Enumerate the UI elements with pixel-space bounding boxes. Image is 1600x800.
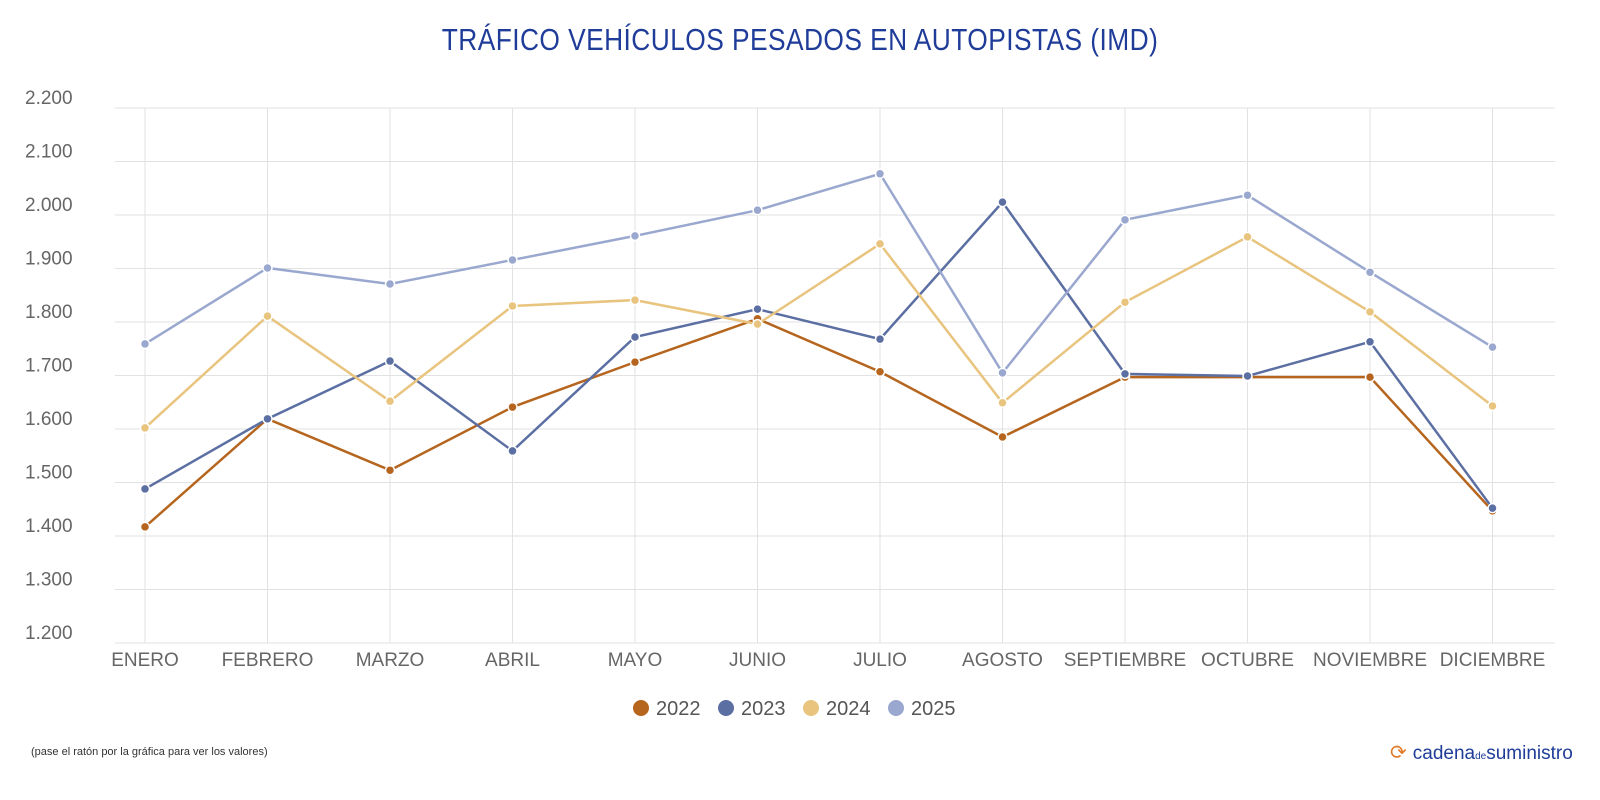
x-tick-label: ABRIL	[485, 650, 540, 671]
y-tick-label: 1.900	[25, 249, 73, 270]
legend-marker-2024[interactable]	[803, 700, 819, 716]
y-tick-label: 1.600	[25, 409, 73, 430]
data-point-2023[interactable]	[1364, 336, 1376, 348]
series-line-2023	[144, 200, 1494, 509]
data-point-2025[interactable]	[1487, 341, 1498, 353]
y-tick-label: 1.500	[25, 463, 73, 484]
data-point-2024[interactable]	[629, 294, 641, 306]
legend-marker-2023[interactable]	[718, 700, 734, 716]
data-point-2023[interactable]	[262, 413, 273, 425]
data-point-2023[interactable]	[629, 331, 641, 343]
data-point-2023[interactable]	[1119, 368, 1131, 380]
data-point-2025[interactable]	[1364, 266, 1376, 278]
data-point-2024[interactable]	[1487, 400, 1498, 412]
x-tick-label: AGOSTO	[962, 650, 1043, 671]
logo-text-3: suministro	[1486, 743, 1573, 764]
data-point-2022[interactable]	[384, 464, 396, 476]
legend-marker-2025[interactable]	[888, 700, 904, 716]
x-tick-label: JUNIO	[729, 650, 786, 671]
data-point-2022[interactable]	[997, 431, 1008, 443]
series-line-2022	[144, 317, 1494, 528]
x-tick-label: NOVIEMBRE	[1313, 650, 1427, 671]
x-tick-label: FEBRERO	[222, 650, 314, 671]
data-point-2023[interactable]	[1242, 370, 1253, 382]
data-point-2025[interactable]	[262, 262, 273, 274]
data-point-2022[interactable]	[629, 356, 641, 368]
legend-label-2025[interactable]: 2025	[911, 698, 956, 720]
data-point-2025[interactable]	[507, 254, 518, 266]
data-point-2025[interactable]	[139, 338, 151, 350]
x-tick-label: ENERO	[111, 650, 179, 671]
data-point-2025[interactable]	[384, 278, 396, 290]
y-tick-label: 1.800	[25, 302, 73, 323]
refresh-logo-icon: ⟳	[1390, 742, 1407, 764]
chart-title: TRÁFICO VEHÍCULOS PESADOS EN AUTOPISTAS …	[441, 22, 1159, 57]
y-tick-label: 2.000	[25, 195, 73, 216]
data-point-2022[interactable]	[139, 521, 151, 533]
x-tick-label: DICIEMBRE	[1440, 650, 1546, 671]
data-point-2024[interactable]	[139, 422, 151, 434]
logo-text-2: de	[1475, 751, 1487, 762]
y-tick-label: 1.300	[25, 570, 73, 591]
data-point-2024[interactable]	[262, 310, 273, 322]
data-point-2023[interactable]	[139, 483, 151, 495]
logo[interactable]: ⟳ cadena de suministro	[1390, 740, 1573, 765]
legend-marker-2022[interactable]	[633, 700, 649, 716]
x-tick-label: SEPTIEMBRE	[1064, 650, 1186, 671]
data-point-2023[interactable]	[384, 355, 396, 367]
data-point-2023[interactable]	[752, 303, 763, 315]
data-point-2023[interactable]	[507, 445, 518, 457]
y-tick-label: 2.100	[25, 142, 73, 163]
data-point-2025[interactable]	[997, 367, 1008, 379]
data-point-2022[interactable]	[1364, 371, 1376, 383]
series-line-2024	[144, 235, 1494, 429]
legend-label-2022[interactable]: 2022	[656, 698, 701, 720]
data-point-2024[interactable]	[507, 300, 518, 312]
data-point-2024[interactable]	[1364, 306, 1376, 318]
y-tick-label: 2.200	[25, 88, 73, 109]
legend-label-2023[interactable]: 2023	[741, 698, 786, 720]
data-point-2025[interactable]	[874, 168, 886, 180]
series-line-2025	[144, 172, 1494, 375]
data-point-2025[interactable]	[752, 204, 763, 216]
data-point-2022[interactable]	[507, 401, 518, 413]
data-point-2025[interactable]	[1242, 189, 1253, 201]
data-point-2025[interactable]	[629, 230, 641, 242]
data-point-2024[interactable]	[752, 318, 763, 330]
data-point-2024[interactable]	[1242, 231, 1253, 243]
x-tick-label: JULIO	[853, 650, 907, 671]
data-point-2022[interactable]	[874, 366, 886, 378]
legend-label-2024[interactable]: 2024	[826, 698, 871, 720]
data-point-2023[interactable]	[874, 333, 886, 345]
y-tick-label: 1.700	[25, 356, 73, 377]
data-point-2024[interactable]	[1119, 296, 1131, 308]
x-tick-label: MARZO	[356, 650, 425, 671]
data-point-2023[interactable]	[997, 196, 1008, 208]
data-point-2024[interactable]	[997, 397, 1008, 409]
logo-text-1: cadena	[1412, 743, 1476, 764]
x-tick-label: OCTUBRE	[1201, 650, 1294, 671]
data-point-2023[interactable]	[1487, 502, 1498, 514]
data-point-2024[interactable]	[874, 238, 886, 250]
x-tick-label: MAYO	[608, 650, 663, 671]
data-point-2024[interactable]	[384, 395, 396, 407]
hover-note: (pase el ratón por la gráfica para ver l…	[31, 746, 268, 758]
data-point-2025[interactable]	[1119, 214, 1131, 226]
y-tick-label: 1.400	[25, 516, 73, 537]
y-tick-label: 1.200	[25, 623, 73, 644]
